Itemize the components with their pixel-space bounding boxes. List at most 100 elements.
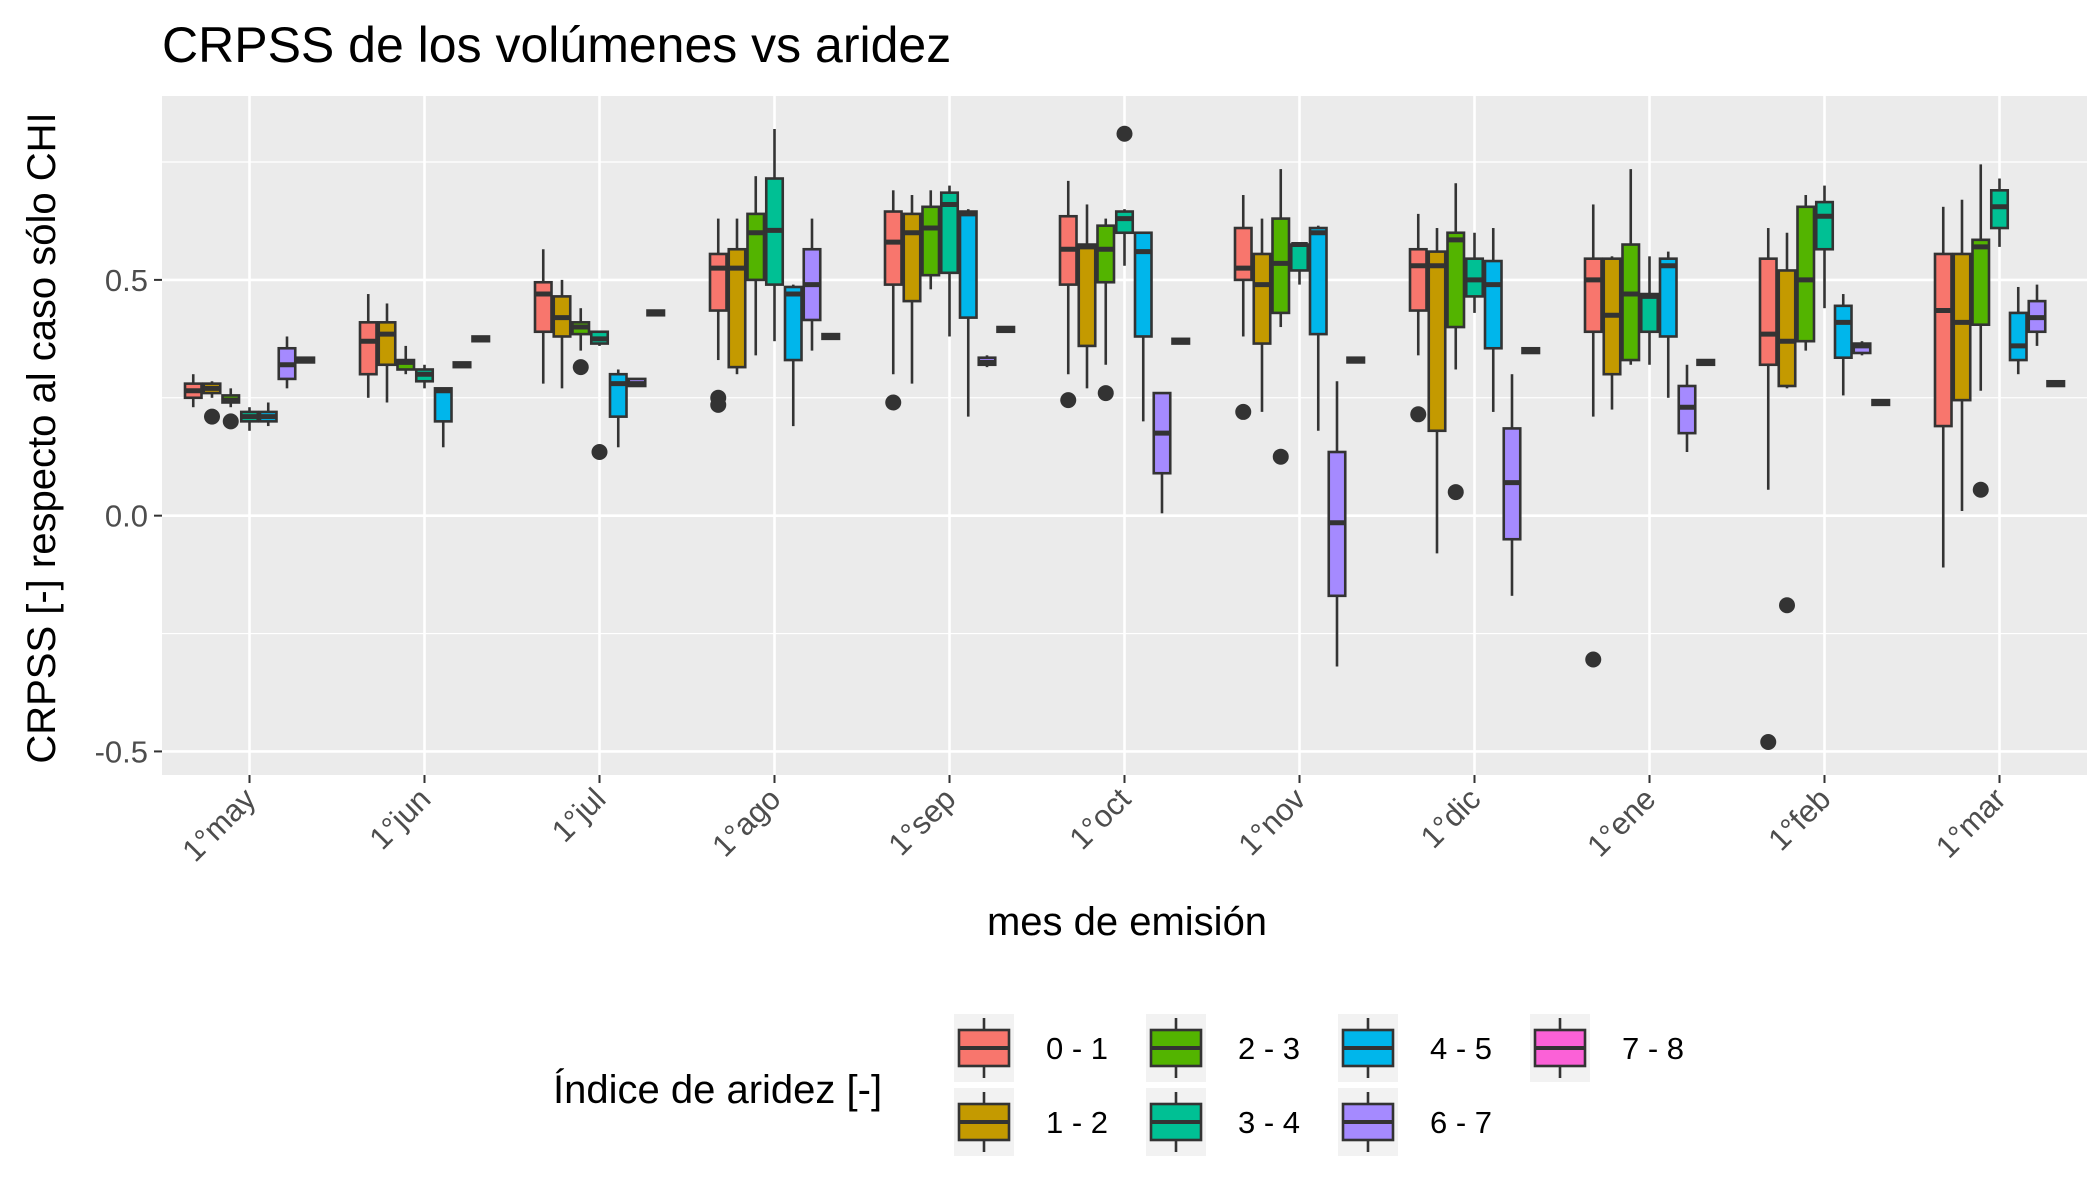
y-axis-title: CRPSS [-] respecto al caso sólo CHI — [20, 112, 64, 763]
box — [1233, 226, 1253, 282]
y-axis: -0.5 0.0 0.5 — [95, 263, 162, 769]
legend-item: 0 - 1 — [954, 1014, 1108, 1082]
box — [727, 247, 747, 369]
boxplot — [627, 377, 647, 388]
boxplot — [1521, 346, 1541, 355]
boxplot — [452, 361, 472, 369]
legend-title: Índice de aridez [-] — [553, 1067, 882, 1112]
boxplot — [471, 335, 491, 343]
box — [1933, 252, 1953, 428]
boxplot — [746, 176, 766, 356]
boxplot — [1814, 185, 1835, 309]
boxplot — [608, 369, 628, 448]
x-axis-title: mes de emisión — [987, 900, 1267, 944]
box — [783, 285, 803, 362]
outlier-point — [222, 413, 239, 430]
box — [1427, 250, 1447, 433]
boxplot — [727, 218, 747, 375]
legend-label: 4 - 5 — [1430, 1031, 1492, 1066]
boxplot — [1952, 199, 1972, 511]
boxplot — [883, 190, 903, 411]
legend: Índice de aridez [-] 0 - 1 1 - 2 2 - 3 3 - … — [553, 1014, 1684, 1156]
outlier-point — [1116, 125, 1133, 142]
legend-label: 1 - 2 — [1046, 1105, 1108, 1140]
boxplot — [1852, 341, 1872, 356]
boxplot — [571, 308, 591, 376]
boxplot — [902, 195, 922, 384]
legend-item: 4 - 5 — [1338, 1014, 1492, 1082]
boxplot — [1289, 242, 1310, 285]
outlier-point — [885, 394, 902, 411]
box — [939, 191, 960, 275]
box — [1583, 257, 1603, 334]
boxplot — [202, 381, 222, 425]
box — [1483, 259, 1503, 350]
boxplot — [802, 218, 822, 351]
boxplot — [1464, 232, 1485, 313]
box — [1833, 304, 1853, 359]
box — [921, 205, 941, 277]
outlier-point — [1585, 651, 1602, 668]
boxplot — [2046, 379, 2066, 388]
boxplot — [1483, 228, 1503, 412]
boxplot — [1758, 228, 1778, 750]
box — [1133, 231, 1153, 338]
boxplot — [533, 249, 553, 384]
outlier-point — [1235, 403, 1252, 420]
legend-label: 7 - 8 — [1622, 1031, 1684, 1066]
boxplot — [1233, 195, 1253, 420]
box — [1252, 252, 1272, 345]
box — [1639, 292, 1660, 334]
outlier-point — [1060, 392, 1077, 409]
boxplot — [1621, 169, 1641, 365]
box — [608, 372, 628, 418]
boxplot — [1696, 358, 1716, 367]
box — [883, 210, 903, 286]
outlier-point — [1972, 481, 1989, 498]
outlier-point — [1447, 484, 1464, 501]
boxplot — [1583, 204, 1603, 668]
box — [1308, 226, 1328, 336]
boxplot — [646, 309, 666, 317]
y-tick-label: -0.5 — [95, 734, 148, 769]
boxplot — [1058, 180, 1078, 409]
legend-item: 6 - 7 — [1338, 1088, 1492, 1156]
boxplot — [1133, 231, 1153, 422]
boxplot — [1602, 256, 1622, 410]
boxplot — [1252, 218, 1272, 412]
boxplot — [296, 356, 316, 364]
outlier-point — [1779, 597, 1795, 614]
grid-lines — [162, 96, 2087, 775]
box — [1621, 243, 1641, 362]
boxplot — [1639, 256, 1660, 365]
boxplot — [1933, 206, 1953, 568]
legend-item: 1 - 2 — [954, 1088, 1108, 1156]
boxplot — [358, 294, 378, 398]
boxplot — [1502, 374, 1522, 596]
boxplot — [183, 374, 203, 408]
boxplot — [996, 325, 1016, 334]
box — [377, 321, 397, 367]
boxplot — [764, 129, 785, 342]
box — [1758, 257, 1778, 367]
box — [1408, 247, 1428, 312]
box — [708, 252, 728, 312]
legend-label: 0 - 1 — [1046, 1031, 1108, 1066]
boxplot — [433, 387, 453, 448]
boxplot — [1346, 356, 1366, 364]
boxplot — [783, 284, 803, 427]
box — [1077, 243, 1097, 348]
boxplot — [221, 388, 241, 430]
box — [746, 212, 766, 282]
legend-item: 3 - 4 — [1146, 1088, 1300, 1156]
boxplot — [552, 279, 572, 389]
boxplot — [708, 218, 728, 413]
boxplot — [1989, 178, 2010, 247]
boxplot — [958, 209, 978, 417]
chart-title: CRPSS de los volúmenes vs aridez — [162, 17, 951, 73]
box — [902, 212, 922, 303]
box — [1114, 210, 1135, 235]
outlier-point — [591, 444, 608, 461]
box — [533, 280, 553, 334]
